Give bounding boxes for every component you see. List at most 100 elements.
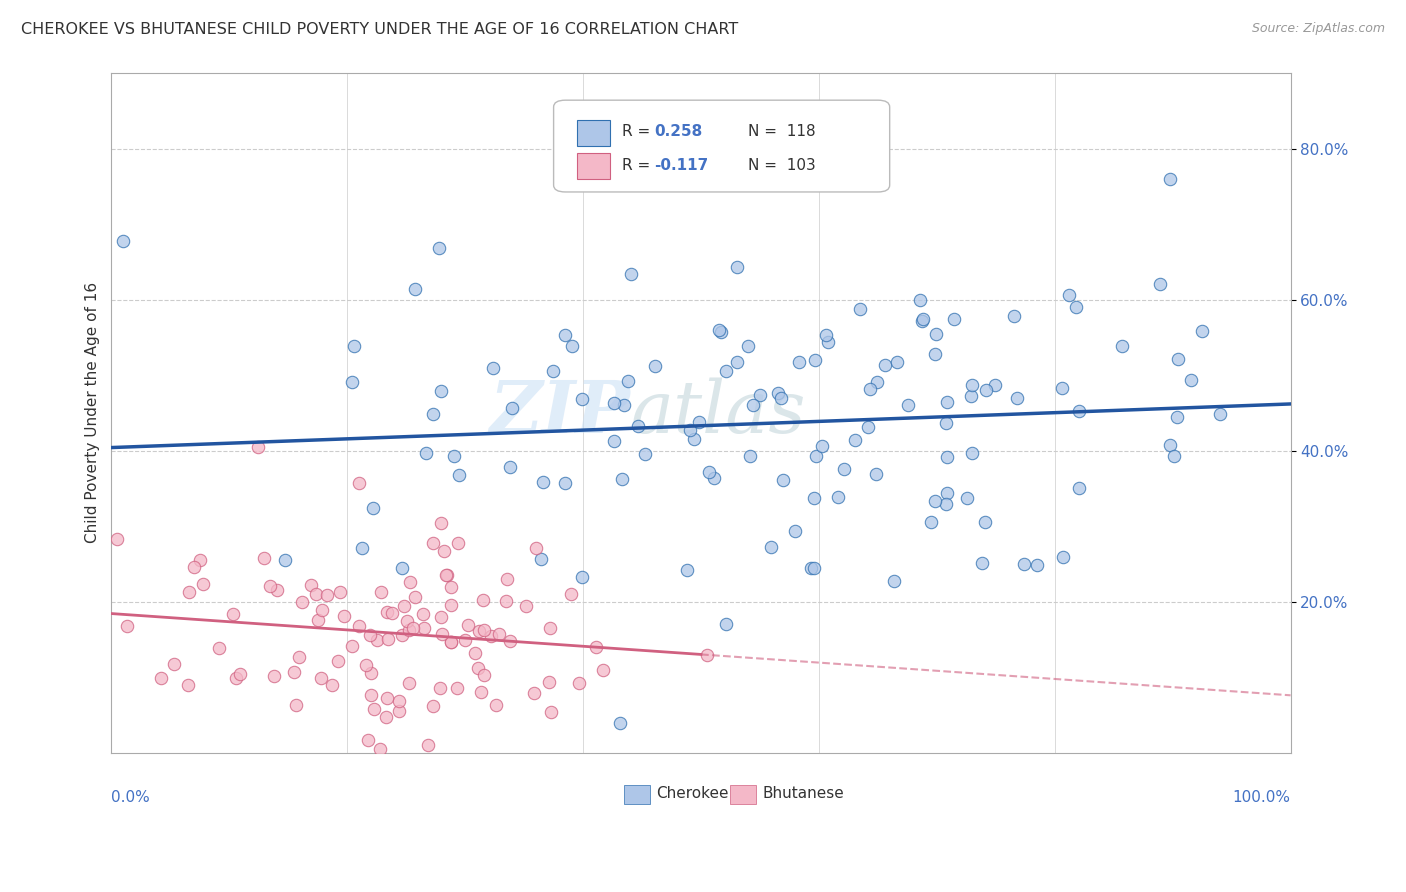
Point (1067, 404, 1090, 418)
Point (115, 619, 138, 633)
Point (910, 293, 932, 307)
Point (430, 516, 453, 530)
Point (402, 621, 425, 635)
Point (714, 617, 737, 632)
Point (443, 449, 465, 463)
Point (440, 599, 463, 613)
Point (360, 666, 382, 681)
Point (395, 615, 418, 629)
Point (974, 383, 997, 397)
Point (464, 646, 486, 660)
Point (592, 663, 614, 677)
Point (540, 706, 562, 720)
Text: 100.0%: 100.0% (1233, 790, 1291, 805)
Point (436, 567, 458, 582)
Point (311, 603, 333, 617)
Point (446, 681, 468, 695)
Point (247, 440, 270, 454)
Point (479, 629, 502, 643)
Point (1012, 558, 1035, 572)
Point (585, 640, 607, 654)
Point (832, 462, 855, 476)
Point (920, 516, 942, 530)
Point (524, 541, 547, 555)
Point (429, 681, 451, 695)
Point (935, 486, 957, 500)
Point (1059, 288, 1081, 302)
Point (291, 594, 314, 608)
Point (370, 585, 392, 599)
Point (360, 688, 382, 702)
Point (1067, 481, 1090, 495)
Point (634, 447, 657, 461)
Point (560, 587, 582, 601)
Text: -0.117: -0.117 (654, 158, 709, 173)
Point (1163, 449, 1185, 463)
Point (361, 501, 384, 516)
Text: N =  118: N = 118 (748, 125, 815, 139)
Point (626, 418, 648, 433)
Point (499, 459, 522, 474)
Point (613, 398, 636, 412)
Point (749, 387, 772, 401)
Point (440, 580, 463, 594)
Point (561, 338, 583, 352)
Point (856, 420, 879, 434)
Point (440, 635, 463, 649)
Point (515, 599, 537, 614)
Point (391, 560, 413, 574)
Point (225, 671, 247, 685)
Point (803, 491, 825, 505)
Point (911, 313, 934, 327)
Point (811, 439, 834, 453)
Point (449, 468, 471, 483)
Point (285, 698, 308, 712)
Point (865, 467, 887, 481)
Point (725, 354, 748, 368)
Point (960, 378, 983, 392)
Point (1002, 310, 1025, 324)
Point (886, 354, 908, 368)
Text: ZIP: ZIP (489, 377, 630, 449)
Point (470, 684, 492, 698)
Point (404, 282, 426, 296)
Point (377, 632, 399, 647)
Point (924, 493, 946, 508)
Point (956, 491, 979, 506)
Point (454, 632, 477, 647)
Point (1180, 373, 1202, 387)
Point (817, 335, 839, 350)
Point (688, 415, 710, 429)
Point (472, 668, 495, 682)
FancyBboxPatch shape (578, 153, 610, 179)
Point (1191, 324, 1213, 338)
Text: R =: R = (621, 158, 655, 173)
Point (766, 386, 789, 401)
Point (737, 338, 759, 352)
Point (960, 389, 983, 403)
Point (163, 657, 186, 671)
Text: Source: ZipAtlas.com: Source: ZipAtlas.com (1251, 22, 1385, 36)
Point (375, 691, 398, 706)
Point (803, 561, 825, 575)
Point (703, 471, 725, 485)
Point (716, 364, 738, 378)
Point (422, 536, 444, 550)
Text: 0.258: 0.258 (654, 125, 702, 139)
Point (499, 633, 522, 648)
Point (485, 698, 508, 712)
Point (150, 671, 173, 685)
Point (935, 395, 957, 409)
Text: Cherokee: Cherokee (657, 786, 728, 801)
Point (472, 593, 495, 607)
Point (374, 709, 396, 723)
Point (804, 449, 827, 463)
Text: atlas: atlas (630, 377, 806, 448)
Point (1159, 171, 1181, 186)
Point (222, 607, 245, 621)
Point (430, 610, 453, 624)
Point (340, 640, 363, 654)
Point (229, 666, 252, 681)
Point (326, 654, 349, 668)
Point (287, 650, 309, 665)
